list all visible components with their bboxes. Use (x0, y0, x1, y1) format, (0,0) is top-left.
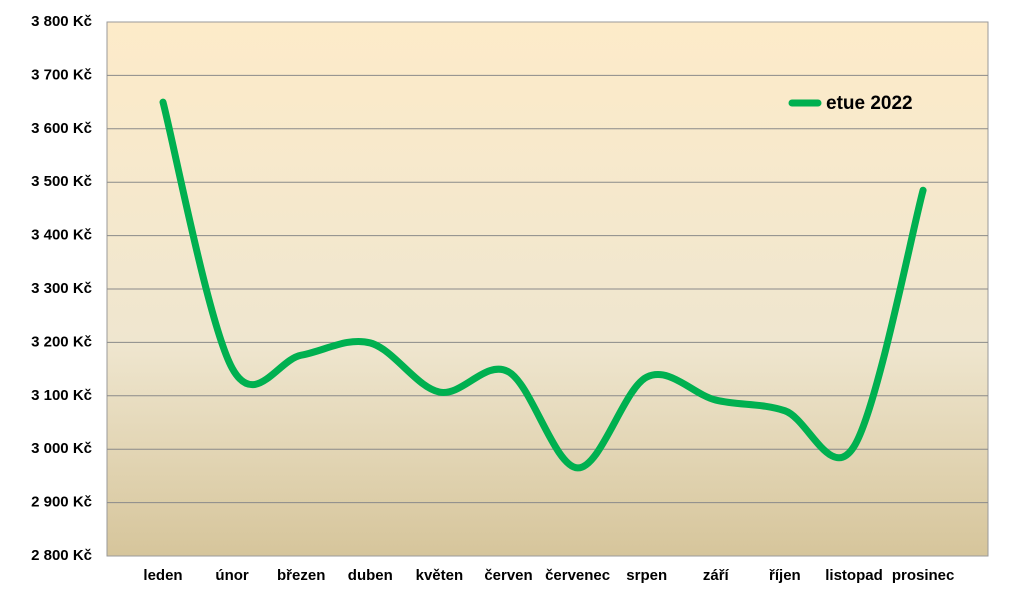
y-tick-label: 2 800 Kč (31, 547, 92, 564)
y-tick-label: 3 600 Kč (31, 120, 92, 137)
x-tick-label: prosinec (892, 567, 955, 584)
x-tick-label: říjen (769, 567, 801, 584)
y-tick-label: 2 900 Kč (31, 494, 92, 511)
x-tick-label: červen (484, 567, 532, 584)
x-tick-label: leden (143, 567, 182, 584)
x-tick-label: duben (348, 567, 393, 584)
y-tick-label: 3 700 Kč (31, 66, 92, 83)
y-tick-label: 3 300 Kč (31, 280, 92, 297)
y-tick-label: 3 500 Kč (31, 173, 92, 190)
x-tick-label: únor (215, 567, 248, 584)
y-tick-label: 3 200 Kč (31, 333, 92, 350)
x-tick-label: květen (416, 567, 464, 584)
x-tick-label: září (703, 567, 730, 584)
x-tick-label: březen (277, 567, 325, 584)
y-tick-label: 3 100 Kč (31, 387, 92, 404)
x-tick-label: listopad (825, 567, 883, 584)
x-tick-label: srpen (626, 567, 667, 584)
x-tick-label: červenec (545, 567, 610, 584)
y-tick-label: 3 000 Kč (31, 440, 92, 457)
y-tick-label: 3 400 Kč (31, 227, 92, 244)
y-tick-label: 3 800 Kč (31, 13, 92, 30)
data-line (159, 98, 927, 472)
legend-label: etue 2022 (826, 93, 913, 114)
